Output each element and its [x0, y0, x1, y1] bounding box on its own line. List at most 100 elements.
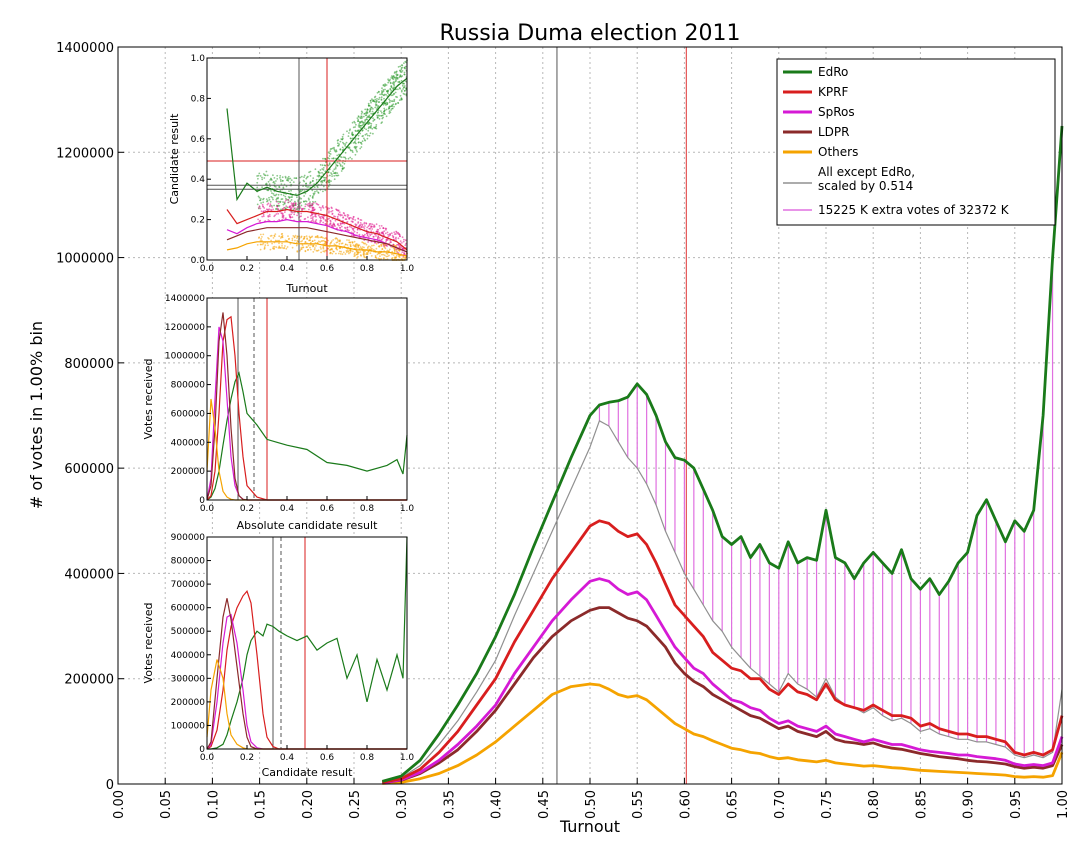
scatter-point: [311, 207, 314, 209]
scatter-point: [382, 116, 384, 119]
scatter-point: [303, 237, 305, 240]
scatter-point: [390, 86, 393, 89]
inset-y-tick-label: 800000: [171, 557, 206, 567]
scatter-point: [341, 214, 343, 217]
scatter-point: [311, 217, 314, 220]
scatter-point: [394, 71, 396, 73]
scatter-point: [389, 78, 391, 81]
scatter-point: [382, 88, 385, 91]
scatter-point: [275, 207, 278, 210]
scatter-point: [277, 202, 280, 205]
inset-x-tick-label: 0.0: [200, 264, 215, 274]
scatter-point: [393, 105, 395, 108]
scatter-point: [386, 90, 388, 93]
scatter-point: [284, 201, 286, 203]
scatter-point: [390, 85, 393, 87]
scatter-point: [337, 223, 339, 225]
scatter-point: [321, 171, 323, 174]
scatter-point: [323, 164, 326, 167]
scatter-point: [293, 236, 296, 239]
scatter-point: [267, 180, 270, 183]
scatter-point: [350, 234, 353, 237]
inset-y-tick-label: 1200000: [165, 323, 205, 333]
scatter-point: [280, 235, 283, 238]
scatter-point: [334, 237, 337, 240]
scatter-point: [372, 236, 375, 238]
scatter-point: [342, 133, 345, 136]
scatter-point: [311, 240, 314, 243]
scatter-point: [259, 248, 262, 251]
scatter-point: [383, 102, 386, 105]
scatter-point: [327, 157, 329, 159]
scatter-point: [346, 220, 349, 223]
scatter-point: [355, 123, 357, 126]
scatter-point: [311, 202, 314, 205]
scatter-point: [264, 244, 267, 247]
inset1-y-label: Candidate result: [168, 113, 181, 205]
main-x-ticks: 0.00 0.05 0.10 0.15 0.20 0.25 0.30 0.35 0.40 0.45…: [112, 778, 1069, 819]
inset-y-tick-label: 0: [199, 496, 205, 506]
scatter-point: [358, 225, 360, 228]
scatter-point: [343, 162, 346, 165]
scatter-point: [404, 60, 407, 63]
scatter-point: [290, 199, 293, 201]
inset2-x-label: Absolute candidate result: [237, 519, 378, 532]
scatter-point: [301, 240, 304, 242]
scatter-point: [374, 256, 377, 259]
scatter-point: [314, 190, 316, 193]
scatter-point: [268, 198, 271, 201]
scatter-point: [386, 239, 389, 241]
scatter-point: [293, 213, 296, 216]
inset-x-tick-label: 0.2: [240, 504, 254, 514]
scatter-point: [376, 228, 379, 231]
scatter-point: [281, 198, 284, 200]
scatter-point: [369, 109, 371, 112]
scatter-point: [385, 229, 387, 231]
scatter-point: [352, 133, 354, 136]
scatter-point: [372, 248, 375, 251]
inset2-frame: [206, 297, 408, 501]
scatter-point: [331, 209, 334, 212]
scatter-point: [355, 149, 358, 152]
scatter-point: [268, 215, 271, 218]
scatter-point: [395, 73, 398, 76]
scatter-point: [391, 104, 394, 106]
scatter-point: [355, 245, 358, 247]
scatter-point: [368, 104, 370, 107]
scatter-point: [357, 251, 359, 254]
scatter-point: [397, 66, 400, 68]
legend-label-extra-votes: 15225 K extra votes of 32372 K: [818, 203, 1010, 217]
scatter-point: [305, 235, 308, 238]
scatter-point: [397, 237, 400, 240]
scatter-point: [368, 134, 371, 137]
scatter-point: [307, 175, 309, 178]
scatter-point: [367, 129, 370, 132]
scatter-point: [279, 178, 282, 181]
scatter-point: [388, 248, 391, 251]
scatter-point: [296, 250, 299, 252]
inset-x-tick-label: 0.0: [200, 504, 215, 514]
scatter-point: [402, 248, 404, 250]
scatter-point: [362, 123, 365, 126]
scatter-point: [322, 245, 325, 248]
scatter-point: [272, 246, 275, 248]
scatter-point: [390, 75, 393, 77]
scatter-point: [357, 138, 360, 140]
scatter-point: [378, 245, 381, 247]
inset-y-tick-label: 600000: [171, 604, 206, 614]
scatter-point: [284, 245, 286, 247]
scatter-point: [363, 227, 366, 230]
scatter-point: [349, 148, 352, 151]
scatter-point: [336, 217, 339, 220]
scatter-point: [333, 149, 336, 152]
scatter-point: [285, 199, 287, 202]
chart-title: Russia Duma election 2011: [440, 21, 741, 46]
scatter-point: [385, 104, 387, 106]
scatter-point: [389, 239, 392, 242]
scatter-point: [398, 99, 401, 101]
scatter-point: [308, 171, 310, 174]
inset3-x-label: Candidate result: [262, 766, 354, 779]
scatter-point: [299, 249, 301, 252]
scatter-point: [392, 254, 395, 256]
inset-y-tick-label: 1400000: [165, 294, 205, 304]
